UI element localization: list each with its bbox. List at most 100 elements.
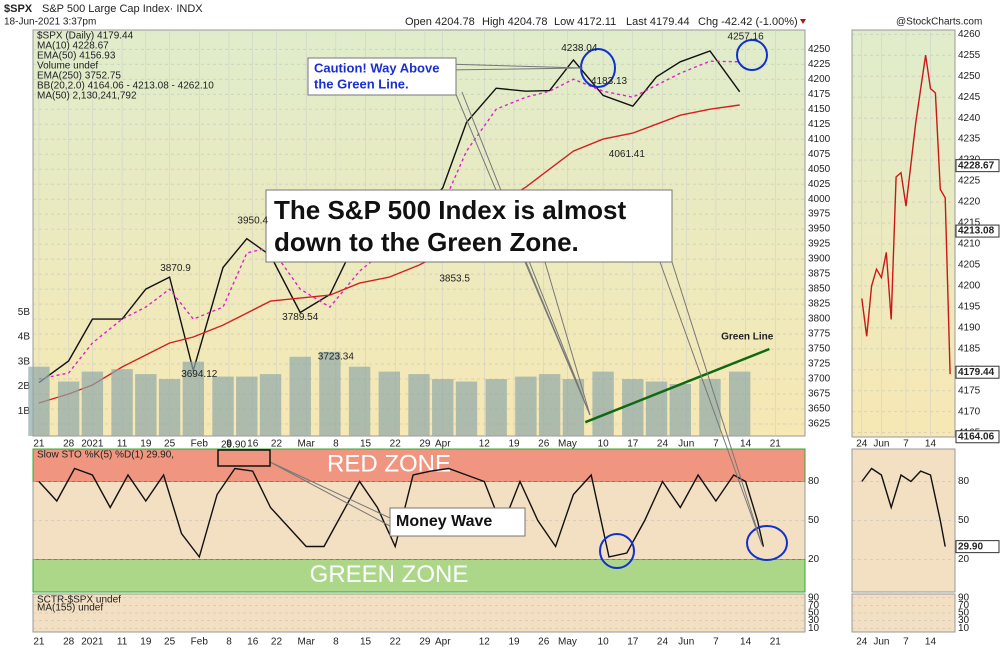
x-tick-label: 24: [856, 439, 868, 450]
volume-bar: [408, 374, 430, 436]
volume-bar: [111, 369, 133, 436]
y-tick-label: 4175: [808, 89, 831, 100]
legend-entry: $SPX (Daily) 4179.44: [37, 31, 134, 42]
x-tick-label: 21: [770, 637, 782, 648]
volume-bar: [319, 351, 341, 436]
series-line: [38, 467, 765, 559]
money-wave-box: [389, 507, 526, 537]
y-tick-label: 50: [808, 608, 820, 619]
zone-label: GREEN ZONE: [310, 561, 469, 588]
x-tick-label: 22: [271, 439, 283, 450]
x-tick-label: 25: [164, 637, 176, 648]
y-tick-label: 3650: [808, 404, 831, 415]
x-tick-label: 8: [226, 637, 232, 648]
y-tick-label: 4260: [958, 29, 981, 40]
pointer: [524, 261, 763, 546]
volume-bar: [455, 381, 478, 436]
caution-box: [307, 57, 457, 96]
down-arrow: [800, 19, 806, 24]
axis-value-box: [955, 365, 1000, 379]
x-tick-label: 7: [903, 439, 909, 450]
y-tick-label: 3750: [808, 344, 831, 355]
volume-bar: [699, 379, 721, 436]
x-tick-label: 25: [164, 439, 176, 450]
y-tick-label: 20: [808, 554, 820, 565]
quote-open: Open 4204.78: [405, 16, 475, 28]
volume-bar: [236, 376, 258, 436]
x-tick-label: Mar: [298, 439, 316, 450]
y-tick-label: 10: [808, 623, 820, 634]
quote-high: High 4204.78: [482, 16, 547, 28]
y-tick-label: 3700: [808, 374, 831, 385]
symbol: $SPX: [4, 3, 33, 15]
x-tick-label: May: [558, 637, 577, 648]
volume-bar: [28, 366, 50, 436]
price-label: 4061.41: [609, 149, 646, 160]
x-tick-label: 28: [63, 637, 75, 648]
x-tick-label: 14: [740, 439, 752, 450]
y-tick-label: 30: [958, 615, 970, 626]
y-tick-label: 80: [958, 476, 970, 487]
x-tick-label: 16: [247, 439, 259, 450]
y-tick-label: 3875: [808, 269, 831, 280]
y-tick-label: 4100: [808, 134, 831, 145]
pointer: [444, 63, 591, 416]
axis-value-box: [955, 540, 1000, 554]
legend-note: MA(155) undef: [37, 603, 103, 614]
circle: [599, 533, 635, 569]
y-tick-label: 4205: [958, 260, 981, 271]
x-tick-label: 17: [627, 439, 639, 450]
y-tick-label: 90: [808, 592, 820, 603]
x-tick-label: 11: [117, 439, 128, 450]
price-label: 4257.16: [728, 32, 765, 43]
x-tick-label: 21: [33, 637, 45, 648]
legend-note: BB(20,2.0) 4164.06 - 4213.08 - 4262.10: [37, 81, 214, 92]
y-tick-label: 4195: [958, 302, 981, 313]
y-tick-label: 4235: [958, 134, 981, 145]
volume-bar: [182, 361, 205, 436]
x-tick-label: 14: [925, 439, 937, 450]
axis-value-label: 4213.08: [958, 226, 995, 237]
y-tick-label: 3975: [808, 209, 831, 220]
pointer: [269, 461, 391, 527]
annotations: Caution! Way Above the Green Line. The S…: [160, 32, 788, 569]
value-box: [217, 449, 271, 467]
x-tick-label: 14: [740, 637, 752, 648]
y-tick-label: 10: [958, 623, 970, 634]
volume-bar: [378, 371, 400, 436]
x-tick-label: Jun: [678, 439, 694, 450]
x-tick-label: 29: [419, 439, 431, 450]
y-tick-label: 4025: [808, 179, 831, 190]
legend-note: EMA(250) 3752.75: [37, 71, 121, 82]
axis-value-label: 29.90: [958, 541, 983, 552]
x-tick-label: Jun: [678, 637, 694, 648]
x-tick-label: 2021: [81, 637, 104, 648]
zone: [32, 448, 806, 482]
price-label: 3694.12: [181, 369, 218, 380]
y-tick-label: 70: [808, 600, 820, 611]
x-tick-label: 15: [360, 439, 372, 450]
x-tick-label: 29: [419, 637, 431, 648]
zone-label: RED ZONE: [327, 451, 451, 478]
y-tick-label: 4125: [808, 119, 831, 130]
x-tick-label: 28: [63, 439, 75, 450]
volume-bar: [728, 371, 751, 436]
volume-bar: [515, 376, 537, 436]
caution-text: Caution! Way Above: [314, 60, 439, 75]
volume-bar: [348, 366, 371, 436]
circle: [746, 525, 788, 561]
caution-text: the Green Line.: [314, 76, 409, 91]
y2-tick-label: 1B: [18, 406, 31, 417]
legend-entry: EMA(50) 4156.93: [37, 51, 116, 62]
y-tick-label: 4250: [958, 71, 981, 82]
x-tick-label: 26: [538, 439, 550, 450]
main-callout-text: down to the Green Zone.: [274, 227, 579, 257]
y-tick-label: 4250: [808, 44, 831, 55]
axis-value-box: [955, 430, 1000, 444]
index-name: S&P 500 Large Cap Index· INDX: [42, 3, 203, 15]
y-tick-label: 4050: [808, 164, 831, 175]
quote-change: Chg -42.42 (-1.00%): [698, 16, 798, 28]
x-tick-label: 26: [538, 637, 550, 648]
price-label: 3789.54: [282, 312, 319, 323]
plots: 3625 3650 3675 3700 3725 3750 3775 3800 3825 3850…: [18, 29, 1000, 648]
